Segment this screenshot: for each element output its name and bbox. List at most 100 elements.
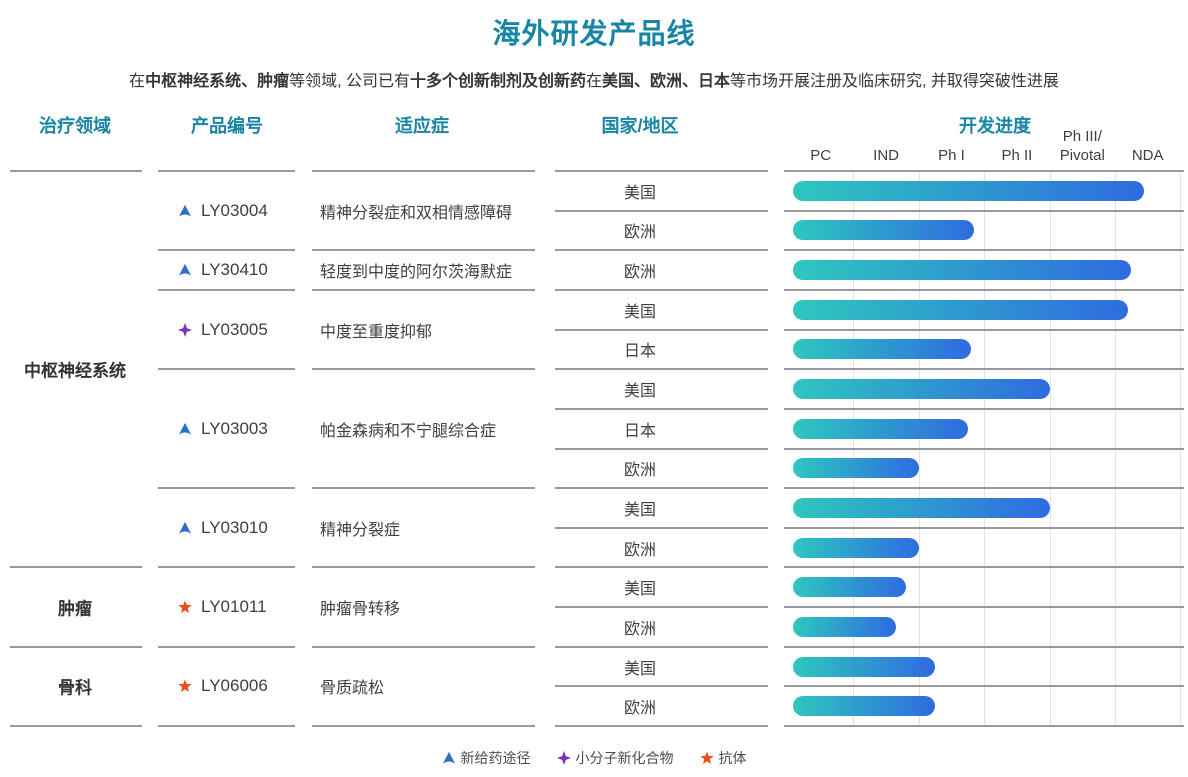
product-separator — [312, 566, 535, 569]
product-code: LY03003 — [201, 418, 268, 438]
row-separator — [784, 685, 1184, 688]
product-separator — [158, 249, 295, 252]
page-title: 海外研发产品线 — [492, 18, 696, 49]
subtitle-segment: 在 — [586, 73, 603, 90]
therapy-area-cell: 骨科 — [58, 678, 92, 698]
area-separator — [10, 566, 142, 569]
new-route-triangle-icon — [178, 204, 192, 218]
stage-label: Ph I — [938, 147, 965, 164]
table-border-line — [312, 725, 535, 727]
column-header-therapy-area: 治疗领域 — [39, 116, 111, 136]
indication-cell: 精神分裂症和双相情感障碍 — [320, 204, 513, 222]
row-separator — [784, 288, 1184, 291]
country-cell: 欧洲 — [623, 541, 657, 559]
row-separator — [555, 249, 768, 252]
country-cell: 欧洲 — [623, 620, 657, 638]
stage-label: Ph II — [1001, 147, 1033, 164]
row-separator — [784, 606, 1184, 609]
country-cell: 美国 — [623, 383, 657, 401]
table-border-line — [158, 170, 295, 172]
progress-bar — [793, 339, 972, 360]
country-cell: 日本 — [623, 422, 657, 440]
row-separator — [784, 328, 1184, 331]
page-subtitle: 在中枢神经系统、肿瘤等领域, 公司已有十多个创新制剂及创新药在美国、欧洲、日本等… — [0, 67, 1188, 91]
new-route-triangle-icon — [178, 422, 192, 436]
indication-cell: 帕金森病和不宁腿综合症 — [320, 422, 497, 440]
product-separator — [312, 368, 535, 371]
product-code: LY30410 — [201, 260, 268, 280]
subtitle-segment: 等领域, 公司已有 — [289, 73, 410, 90]
product-cell: LY30410 — [178, 260, 268, 280]
country-cell: 欧洲 — [623, 264, 657, 282]
legend-label: 小分子新化合物 — [575, 750, 674, 766]
table-border-line — [555, 725, 768, 727]
column-header-progress: 开发进度 — [959, 116, 1031, 136]
progress-bar — [793, 260, 1132, 281]
progress-bar — [793, 180, 1145, 201]
row-separator — [784, 368, 1184, 371]
area-separator — [10, 645, 142, 648]
product-code: LY01011 — [201, 597, 267, 617]
product-separator — [158, 288, 295, 291]
row-separator — [784, 209, 1184, 212]
row-separator — [784, 249, 1184, 252]
progress-bar — [793, 696, 936, 717]
product-code: LY06006 — [201, 676, 268, 696]
product-separator — [158, 487, 295, 490]
therapy-area-cell: 中枢神经系统 — [24, 361, 126, 381]
product-code: LY03005 — [201, 319, 268, 339]
legend: 新给药途径 小分子新化合物 抗体 — [0, 748, 1188, 768]
progress-bar — [793, 220, 975, 241]
subtitle-segment: 等市场开展注册及临床研究, 并取得突破性进展 — [730, 73, 1059, 90]
subtitle-segment: 美国、欧洲、日本 — [602, 73, 731, 90]
indication-cell: 肿瘤骨转移 — [320, 601, 401, 619]
table-border-line — [784, 725, 1184, 727]
indication-cell: 骨质疏松 — [320, 680, 385, 698]
row-separator — [555, 566, 768, 569]
country-cell: 欧洲 — [623, 224, 657, 242]
table-border-line — [10, 170, 142, 172]
progress-bar — [793, 616, 896, 637]
row-separator — [784, 566, 1184, 569]
legend-item-antibody: 抗体 — [699, 748, 747, 768]
row-separator — [784, 645, 1184, 648]
small-molecule-star-icon — [556, 751, 571, 765]
product-separator — [158, 566, 295, 569]
product-separator — [312, 645, 535, 648]
subtitle-segment: 在 — [129, 73, 146, 90]
indication-cell: 中度至重度抑郁 — [320, 323, 433, 341]
new-route-triangle-icon — [442, 751, 456, 765]
row-separator — [555, 407, 768, 410]
row-separator — [555, 645, 768, 648]
progress-bar — [793, 537, 919, 558]
legend-item-new-route: 新给药途径 — [442, 748, 531, 768]
row-separator — [784, 487, 1184, 490]
product-cell: LY03005 — [178, 320, 268, 340]
stage-label: Ph III/ Pivotal — [1059, 128, 1105, 164]
product-cell: LY03003 — [178, 419, 268, 439]
product-separator — [312, 249, 535, 252]
row-separator — [784, 407, 1184, 410]
stage-label: IND — [873, 147, 900, 164]
row-separator — [555, 328, 768, 331]
product-code: LY03010 — [201, 517, 268, 537]
stage-label: PC — [810, 147, 832, 164]
country-cell: 欧洲 — [623, 700, 657, 718]
progress-bar — [793, 497, 1050, 518]
column-header-indication: 适应症 — [395, 116, 449, 136]
therapy-area-cell: 肿瘤 — [58, 599, 92, 619]
row-separator — [555, 288, 768, 291]
table-border-line — [158, 725, 295, 727]
indication-cell: 精神分裂症 — [320, 521, 401, 539]
product-separator — [312, 288, 535, 291]
row-separator — [555, 685, 768, 688]
row-separator — [784, 447, 1184, 450]
new-route-triangle-icon — [178, 521, 192, 535]
product-separator — [312, 487, 535, 490]
row-separator — [555, 487, 768, 490]
product-cell: LY01011 — [178, 597, 267, 617]
indication-cell: 轻度到中度的阿尔茨海默症 — [320, 264, 513, 282]
new-route-triangle-icon — [178, 263, 192, 277]
stage-label: NDA — [1131, 147, 1164, 164]
product-cell: LY03004 — [178, 201, 268, 221]
